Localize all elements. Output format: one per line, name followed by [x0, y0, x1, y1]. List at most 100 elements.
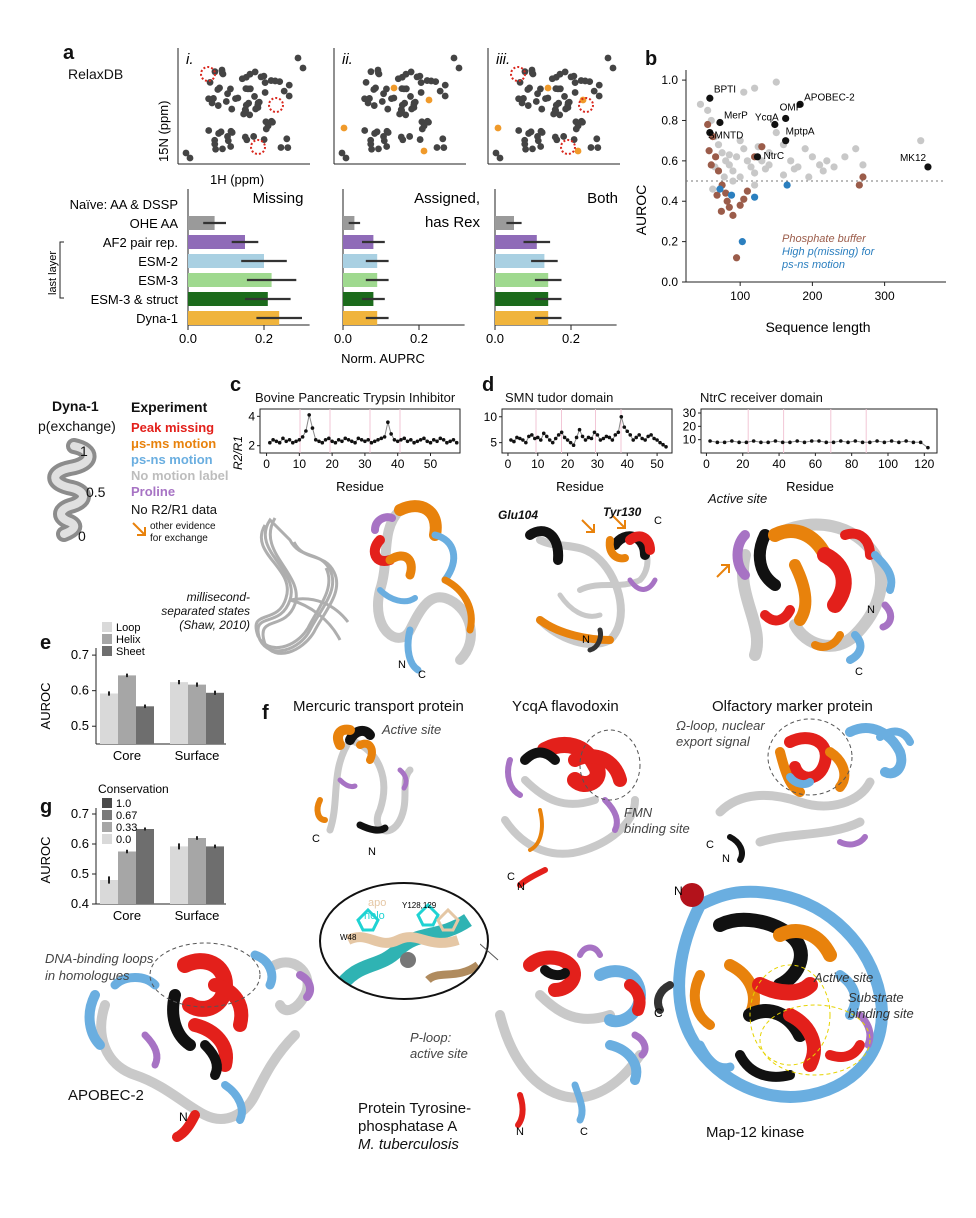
- data-point: [809, 439, 814, 443]
- ploop-line-2: active site: [410, 1046, 468, 1061]
- data-point: [366, 438, 370, 442]
- nmr-peak: [299, 64, 307, 72]
- panel-label-b: b: [645, 48, 658, 70]
- nmr-peak: [564, 104, 572, 111]
- nmr-peak: [526, 84, 533, 92]
- nmr-peak: [254, 104, 262, 111]
- x-tick-label: 0.2: [562, 331, 580, 346]
- bar: [170, 846, 188, 904]
- data-point: [382, 435, 387, 439]
- data-point: [454, 440, 459, 445]
- data-point: [294, 439, 298, 444]
- scatter-point: [714, 167, 723, 175]
- rex-peak: [579, 96, 587, 104]
- data-point: [607, 435, 612, 440]
- scale-05: 0.5: [86, 484, 106, 500]
- x-tick-label: 20: [736, 457, 750, 471]
- omega-line-1: Ω-loop, nuclear: [676, 718, 765, 733]
- nmr-peak: [206, 78, 214, 86]
- smn-title: SMN tudor domain: [505, 390, 614, 405]
- nmr-peak: [205, 127, 213, 134]
- bar: [188, 838, 206, 904]
- nmr-peak: [370, 102, 378, 109]
- nmr-peak: [338, 149, 346, 157]
- ptp-title-2: phosphatase A: [358, 1118, 458, 1135]
- scatter-point: [706, 128, 714, 137]
- data-point: [655, 438, 659, 442]
- nmr-peak: [567, 73, 575, 81]
- legend-swatch: [102, 810, 112, 820]
- bar: [206, 846, 224, 904]
- ycqa-c: C: [507, 871, 515, 883]
- bar-title-both: Both: [587, 190, 618, 207]
- nmr-peak: [571, 89, 579, 96]
- mapk-substrate-2: binding site: [848, 1006, 914, 1021]
- data-point: [409, 438, 413, 442]
- scatter-point: [716, 118, 724, 127]
- legend-phosphate: Phosphate buffer: [782, 233, 867, 245]
- x-tick-label: 40: [391, 457, 405, 471]
- bar-title-rex: has Rex: [425, 214, 481, 231]
- smn-r2r1-plot: 0 10 20 30 40 50 5 10 Residue: [484, 408, 673, 494]
- legend-label: 0.67: [116, 810, 137, 822]
- data-point: [664, 444, 668, 449]
- data-point: [553, 436, 558, 441]
- scatter-point: [727, 191, 736, 199]
- nmr-peak: [366, 95, 373, 102]
- data-point: [577, 427, 582, 432]
- scatter-point: [696, 100, 705, 108]
- point-label: SMNTD: [708, 131, 744, 142]
- nmr-peak: [375, 145, 382, 153]
- glu104-label: Glu104: [498, 508, 539, 522]
- plot-frame: [700, 408, 938, 454]
- data-point: [601, 436, 606, 441]
- data-point: [307, 413, 311, 417]
- mercuric-active-site: Active site: [382, 722, 442, 737]
- point-label: BPTI: [714, 84, 736, 95]
- bar: [188, 684, 206, 744]
- nmr-peak: [595, 81, 603, 89]
- nmr-peak: [399, 136, 407, 144]
- nmr-peak: [537, 143, 545, 150]
- data-point: [559, 430, 564, 435]
- data-point: [445, 440, 449, 445]
- data-point: [327, 436, 331, 441]
- scatter-point: [716, 185, 724, 193]
- nmr-peak: [542, 95, 549, 102]
- scatter-point: [736, 201, 744, 209]
- data-point: [802, 440, 807, 445]
- nmr-peak: [525, 130, 533, 137]
- scatter-ylabel: AUROC: [633, 185, 649, 236]
- data-point: [277, 440, 282, 445]
- data-point: [297, 438, 302, 442]
- panel-g-chart: AUROC Conservation 0.4 0.5 0.6 0.7 Core Surfa…: [38, 782, 226, 923]
- legend-label: Sheet: [116, 646, 145, 658]
- data-point: [535, 435, 540, 440]
- bpti-xlabel: Residue: [336, 479, 384, 494]
- point-label: NtrC: [764, 151, 785, 162]
- nmr-peak: [554, 85, 562, 93]
- e-ylabel: AUROC: [38, 683, 53, 730]
- data-point: [875, 439, 879, 443]
- other-evidence-1: other evidence: [150, 521, 216, 532]
- nmr-peak: [380, 133, 387, 140]
- scatter-point: [729, 167, 737, 175]
- smn-structure: C N: [525, 515, 662, 653]
- missing-peak-circle: [510, 66, 526, 82]
- data-point: [284, 439, 289, 444]
- bar: [170, 682, 188, 744]
- scatter-point: [841, 153, 849, 161]
- x-tick-label: 20: [561, 457, 575, 471]
- x-tick-label: 60: [809, 457, 823, 471]
- data-point: [340, 439, 344, 444]
- smn-n: N: [582, 634, 590, 646]
- mapk-c: C: [654, 1006, 663, 1020]
- nmr-peak: [294, 54, 302, 62]
- x-tick-label: 100: [730, 289, 750, 303]
- data-point: [402, 436, 407, 441]
- nmr-peak: [250, 133, 258, 140]
- nmr-peak: [182, 149, 190, 157]
- legend-label: Helix: [116, 634, 141, 646]
- data-point: [918, 440, 923, 445]
- tyr130-label: Tyr130: [603, 505, 642, 519]
